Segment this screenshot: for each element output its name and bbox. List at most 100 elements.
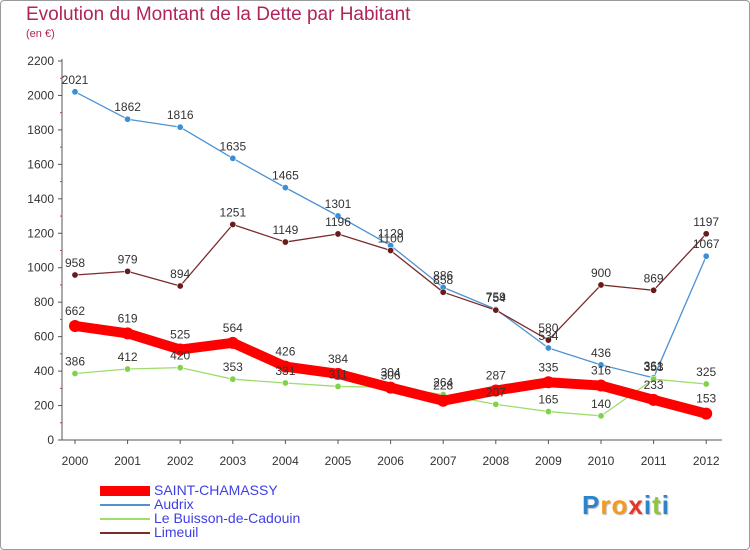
data-label-audrix: 1862 [114, 100, 141, 114]
legend-swatch [100, 518, 150, 520]
data-point-audrix [281, 184, 289, 192]
data-point-saint-chamassy [174, 343, 187, 356]
y-tick-label: 1400 [27, 192, 54, 206]
logo-letter: t [652, 490, 662, 520]
data-point-audrix [71, 88, 79, 96]
data-point-limeuil [229, 220, 237, 228]
data-label-le-buisson-de-cadouin: 207 [486, 385, 506, 399]
legend-swatch [100, 486, 150, 496]
y-tick-label: 400 [34, 364, 54, 378]
data-label-audrix: 1465 [272, 169, 299, 183]
legend-swatch [100, 532, 150, 534]
data-point-audrix [702, 252, 710, 260]
legend-label: Audrix [154, 496, 194, 512]
data-point-saint-chamassy [595, 379, 607, 392]
data-point-limeuil [439, 288, 447, 296]
x-tick-label: 2008 [482, 454, 509, 468]
data-label-limeuil: 979 [118, 252, 138, 266]
data-label-audrix: 436 [591, 346, 611, 360]
data-label-saint-chamassy: 316 [591, 364, 611, 378]
logo-letter: r [600, 490, 612, 520]
data-point-audrix [176, 123, 184, 131]
data-point-saint-chamassy [121, 327, 134, 340]
data-point-audrix [124, 115, 132, 123]
data-label-le-buisson-de-cadouin: 306 [381, 368, 401, 382]
x-tick-label: 2007 [430, 454, 457, 468]
y-tick-label: 0 [47, 433, 54, 447]
data-point-limeuil [650, 286, 658, 294]
y-tick-label: 2000 [27, 88, 54, 102]
data-label-audrix: 1301 [325, 197, 352, 211]
x-tick-label: 2009 [535, 454, 562, 468]
data-point-le-buisson-de-cadouin [650, 375, 658, 383]
y-tick-label: 1000 [27, 261, 54, 275]
data-point-audrix [229, 154, 237, 162]
data-label-saint-chamassy: 335 [538, 360, 558, 374]
data-label-limeuil: 869 [644, 271, 664, 285]
x-tick-label: 2001 [114, 454, 141, 468]
data-label-le-buisson-de-cadouin: 140 [591, 397, 611, 411]
legend-swatch [100, 504, 150, 506]
x-tick-label: 2002 [167, 454, 194, 468]
chart-subtitle: (en €) [26, 28, 55, 40]
data-label-limeuil: 1149 [272, 223, 298, 237]
data-point-le-buisson-de-cadouin [124, 365, 132, 373]
chart-title: Evolution du Montant de la Dette par Hab… [26, 4, 411, 25]
data-point-saint-chamassy [489, 384, 502, 397]
data-point-saint-chamassy [332, 367, 344, 380]
data-point-limeuil [71, 271, 79, 279]
data-label-limeuil: 858 [433, 273, 453, 287]
x-tick-label: 2004 [272, 454, 299, 468]
y-tick-label: 600 [34, 330, 54, 344]
logo-letter: o [611, 490, 629, 520]
data-point-limeuil [597, 281, 605, 289]
data-point-saint-chamassy [647, 393, 660, 406]
data-point-le-buisson-de-cadouin [597, 412, 605, 420]
data-point-limeuil [124, 267, 132, 275]
data-label-saint-chamassy: 384 [328, 352, 348, 366]
data-label-le-buisson-de-cadouin: 311 [328, 367, 347, 381]
y-tick-label: 200 [34, 399, 54, 413]
data-point-limeuil [334, 230, 342, 238]
data-label-saint-chamassy: 233 [644, 378, 664, 392]
data-point-saint-chamassy [542, 376, 555, 389]
data-point-le-buisson-de-cadouin [71, 370, 79, 378]
data-point-saint-chamassy [700, 407, 713, 420]
data-label-limeuil: 1196 [325, 215, 351, 229]
data-point-limeuil [176, 282, 184, 290]
data-point-audrix [334, 212, 342, 220]
data-point-audrix [597, 361, 605, 369]
data-label-le-buisson-de-cadouin: 386 [65, 355, 85, 369]
data-label-saint-chamassy: 564 [223, 321, 243, 335]
y-tick-label: 1600 [27, 157, 54, 171]
data-label-audrix: 2021 [62, 73, 89, 87]
data-label-audrix: 1129 [378, 227, 404, 241]
data-label-limeuil: 1197 [693, 215, 719, 229]
data-label-saint-chamassy: 287 [486, 369, 506, 383]
data-label-audrix: 759 [486, 290, 506, 304]
data-point-limeuil [281, 238, 289, 246]
data-label-le-buisson-de-cadouin: 353 [644, 360, 664, 374]
data-label-limeuil: 900 [591, 266, 611, 280]
data-point-saint-chamassy [384, 381, 397, 394]
y-tick-label: 2200 [27, 54, 54, 68]
data-label-limeuil: 958 [65, 256, 85, 270]
data-label-limeuil: 1251 [219, 205, 246, 219]
data-label-le-buisson-de-cadouin: 412 [118, 350, 138, 364]
data-point-limeuil [702, 230, 710, 238]
data-label-limeuil: 1100 [378, 232, 404, 246]
data-label-saint-chamassy: 426 [275, 345, 295, 359]
data-point-le-buisson-de-cadouin [334, 382, 342, 390]
logo-letter: i [661, 490, 670, 520]
data-point-saint-chamassy [279, 360, 292, 373]
data-label-limeuil: 894 [170, 267, 190, 281]
logo-letter: x [628, 490, 644, 520]
x-tick-label: 2005 [325, 454, 352, 468]
data-label-le-buisson-de-cadouin: 420 [170, 349, 190, 363]
y-tick-label: 1200 [27, 226, 54, 240]
data-label-le-buisson-de-cadouin: 325 [696, 365, 716, 379]
data-label-saint-chamassy: 619 [118, 311, 138, 325]
data-point-limeuil [492, 306, 500, 314]
